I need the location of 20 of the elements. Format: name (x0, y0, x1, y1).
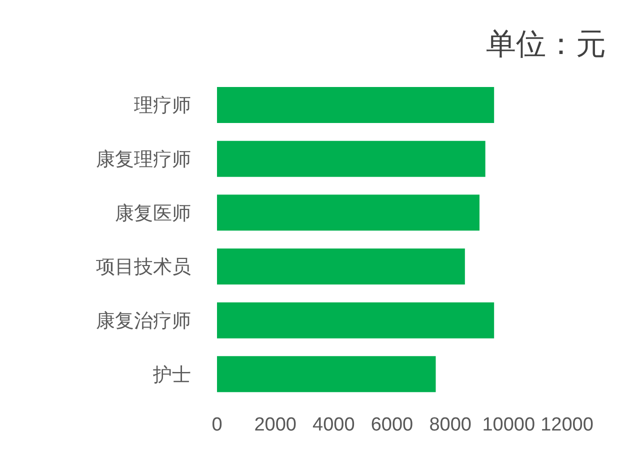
y-tick-label: 理疗师 (134, 96, 191, 117)
bar (217, 194, 480, 231)
y-tick-label: 康复医师 (115, 202, 191, 224)
y-tick-label: 康复治疗师 (96, 310, 191, 332)
bar (217, 87, 494, 123)
x-tick-label: 8000 (429, 414, 472, 436)
bar (217, 356, 436, 392)
x-tick-label: 12000 (540, 414, 594, 436)
bar (217, 140, 486, 177)
x-tick-label: 0 (212, 414, 222, 436)
x-tick-label: 4000 (312, 414, 355, 436)
y-tick-label: 康复理疗师 (96, 148, 191, 170)
bar (217, 248, 465, 284)
y-tick-label: 护士 (152, 364, 191, 386)
x-tick-label: 10000 (482, 414, 536, 436)
bar (217, 302, 494, 338)
chart-title: 单位：元 (486, 27, 606, 63)
x-tick-label: 2000 (254, 414, 296, 436)
y-tick-label: 项目技术员 (96, 257, 191, 278)
x-tick-label: 6000 (370, 414, 414, 436)
